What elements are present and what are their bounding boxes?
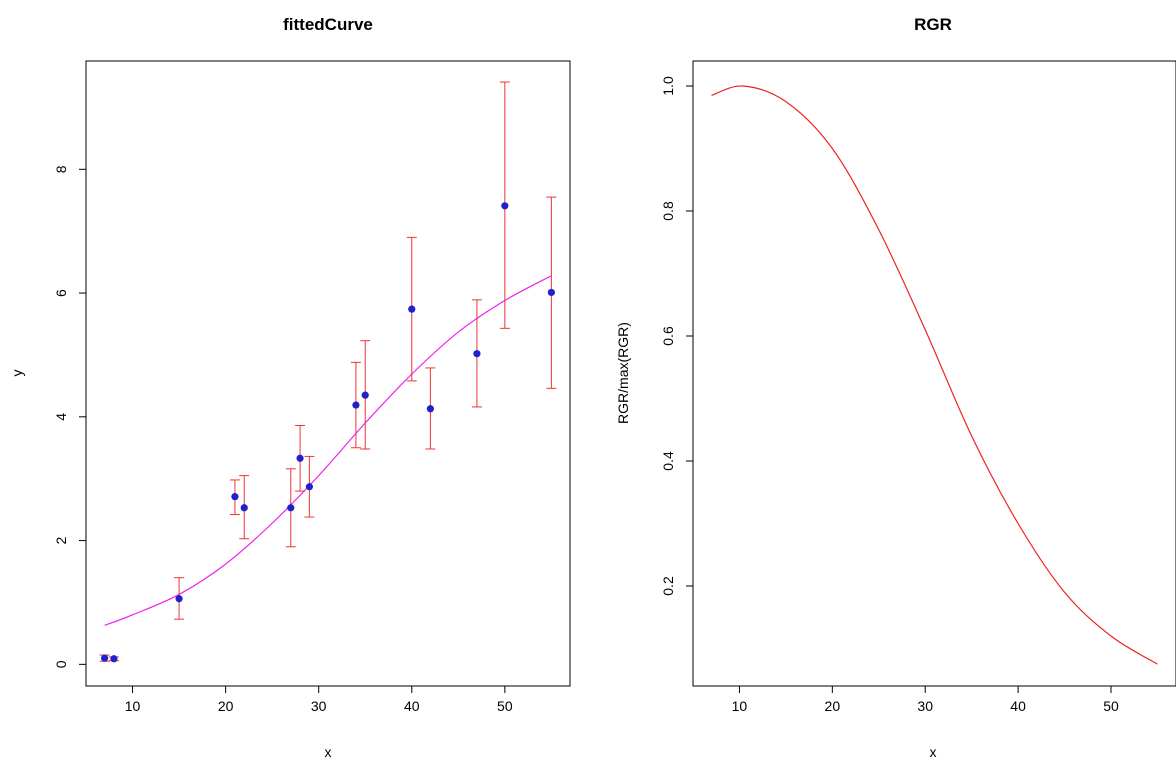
- data-point: [101, 654, 109, 662]
- x-tick-label: 20: [825, 698, 841, 714]
- y-tick-label: 8: [53, 165, 69, 173]
- x-tick-label: 10: [125, 698, 141, 714]
- data-point: [501, 202, 509, 210]
- y-tick-label: 0.8: [660, 201, 676, 221]
- chart-title: fittedCurve: [283, 15, 373, 34]
- x-tick-label: 30: [311, 698, 327, 714]
- data-point: [426, 405, 434, 413]
- y-tick-label: 1.0: [660, 76, 676, 96]
- data-point: [175, 595, 183, 603]
- data-point: [361, 391, 369, 399]
- data-point: [240, 504, 248, 512]
- x-tick-label: 40: [1010, 698, 1026, 714]
- data-point: [547, 288, 555, 297]
- y-tick-label: 0: [53, 660, 69, 668]
- x-tick-label: 20: [218, 698, 234, 714]
- x-axis-label: x: [930, 744, 937, 760]
- x-tick-label: 40: [404, 698, 420, 714]
- y-tick-label: 6: [53, 289, 69, 297]
- data-point: [473, 350, 481, 358]
- plot-frame: [85, 60, 571, 687]
- x-tick-label: 50: [1103, 698, 1119, 714]
- y-tick-label: 2: [53, 536, 69, 544]
- rgr-panel: RGR x RGR/max(RGR) 10 20 30 40 50 0.2 0.4 0.6 0.…: [615, 15, 1176, 760]
- x-tick-label: 10: [732, 698, 748, 714]
- x-tick-label: 30: [917, 698, 933, 714]
- axis-ticks: 10 20 30 40 50 0 2 4 6 8: [53, 165, 513, 714]
- y-tick-label: 0.6: [660, 326, 676, 346]
- y-axis-label: RGR/max(RGR): [615, 322, 631, 424]
- data-point: [231, 493, 239, 501]
- x-axis-label: x: [325, 744, 332, 760]
- axis-ticks: 10 20 30 40 50 0.2 0.4 0.6 0.8 1.0: [660, 76, 1119, 714]
- data-marks: [99, 81, 557, 663]
- chart-title: RGR: [914, 15, 952, 34]
- y-tick-label: 0.4: [660, 451, 676, 471]
- fitted-curve-panel: fittedCurve x y 10 20 30 40 50 0 2 4 6 8: [9, 15, 571, 760]
- y-tick-label: 4: [53, 413, 69, 421]
- data-point: [305, 483, 313, 491]
- data-point: [352, 401, 360, 409]
- data-point: [287, 504, 295, 512]
- data-point: [408, 305, 416, 313]
- rgr-line: [711, 85, 1158, 665]
- fitted-curve-line: [104, 275, 552, 626]
- plot-frame: [692, 60, 1176, 687]
- data-point: [110, 655, 118, 663]
- y-axis-label: y: [9, 370, 25, 377]
- data-marks: [711, 85, 1158, 665]
- x-tick-label: 50: [497, 698, 513, 714]
- data-point: [296, 454, 304, 462]
- y-tick-label: 0.2: [660, 576, 676, 596]
